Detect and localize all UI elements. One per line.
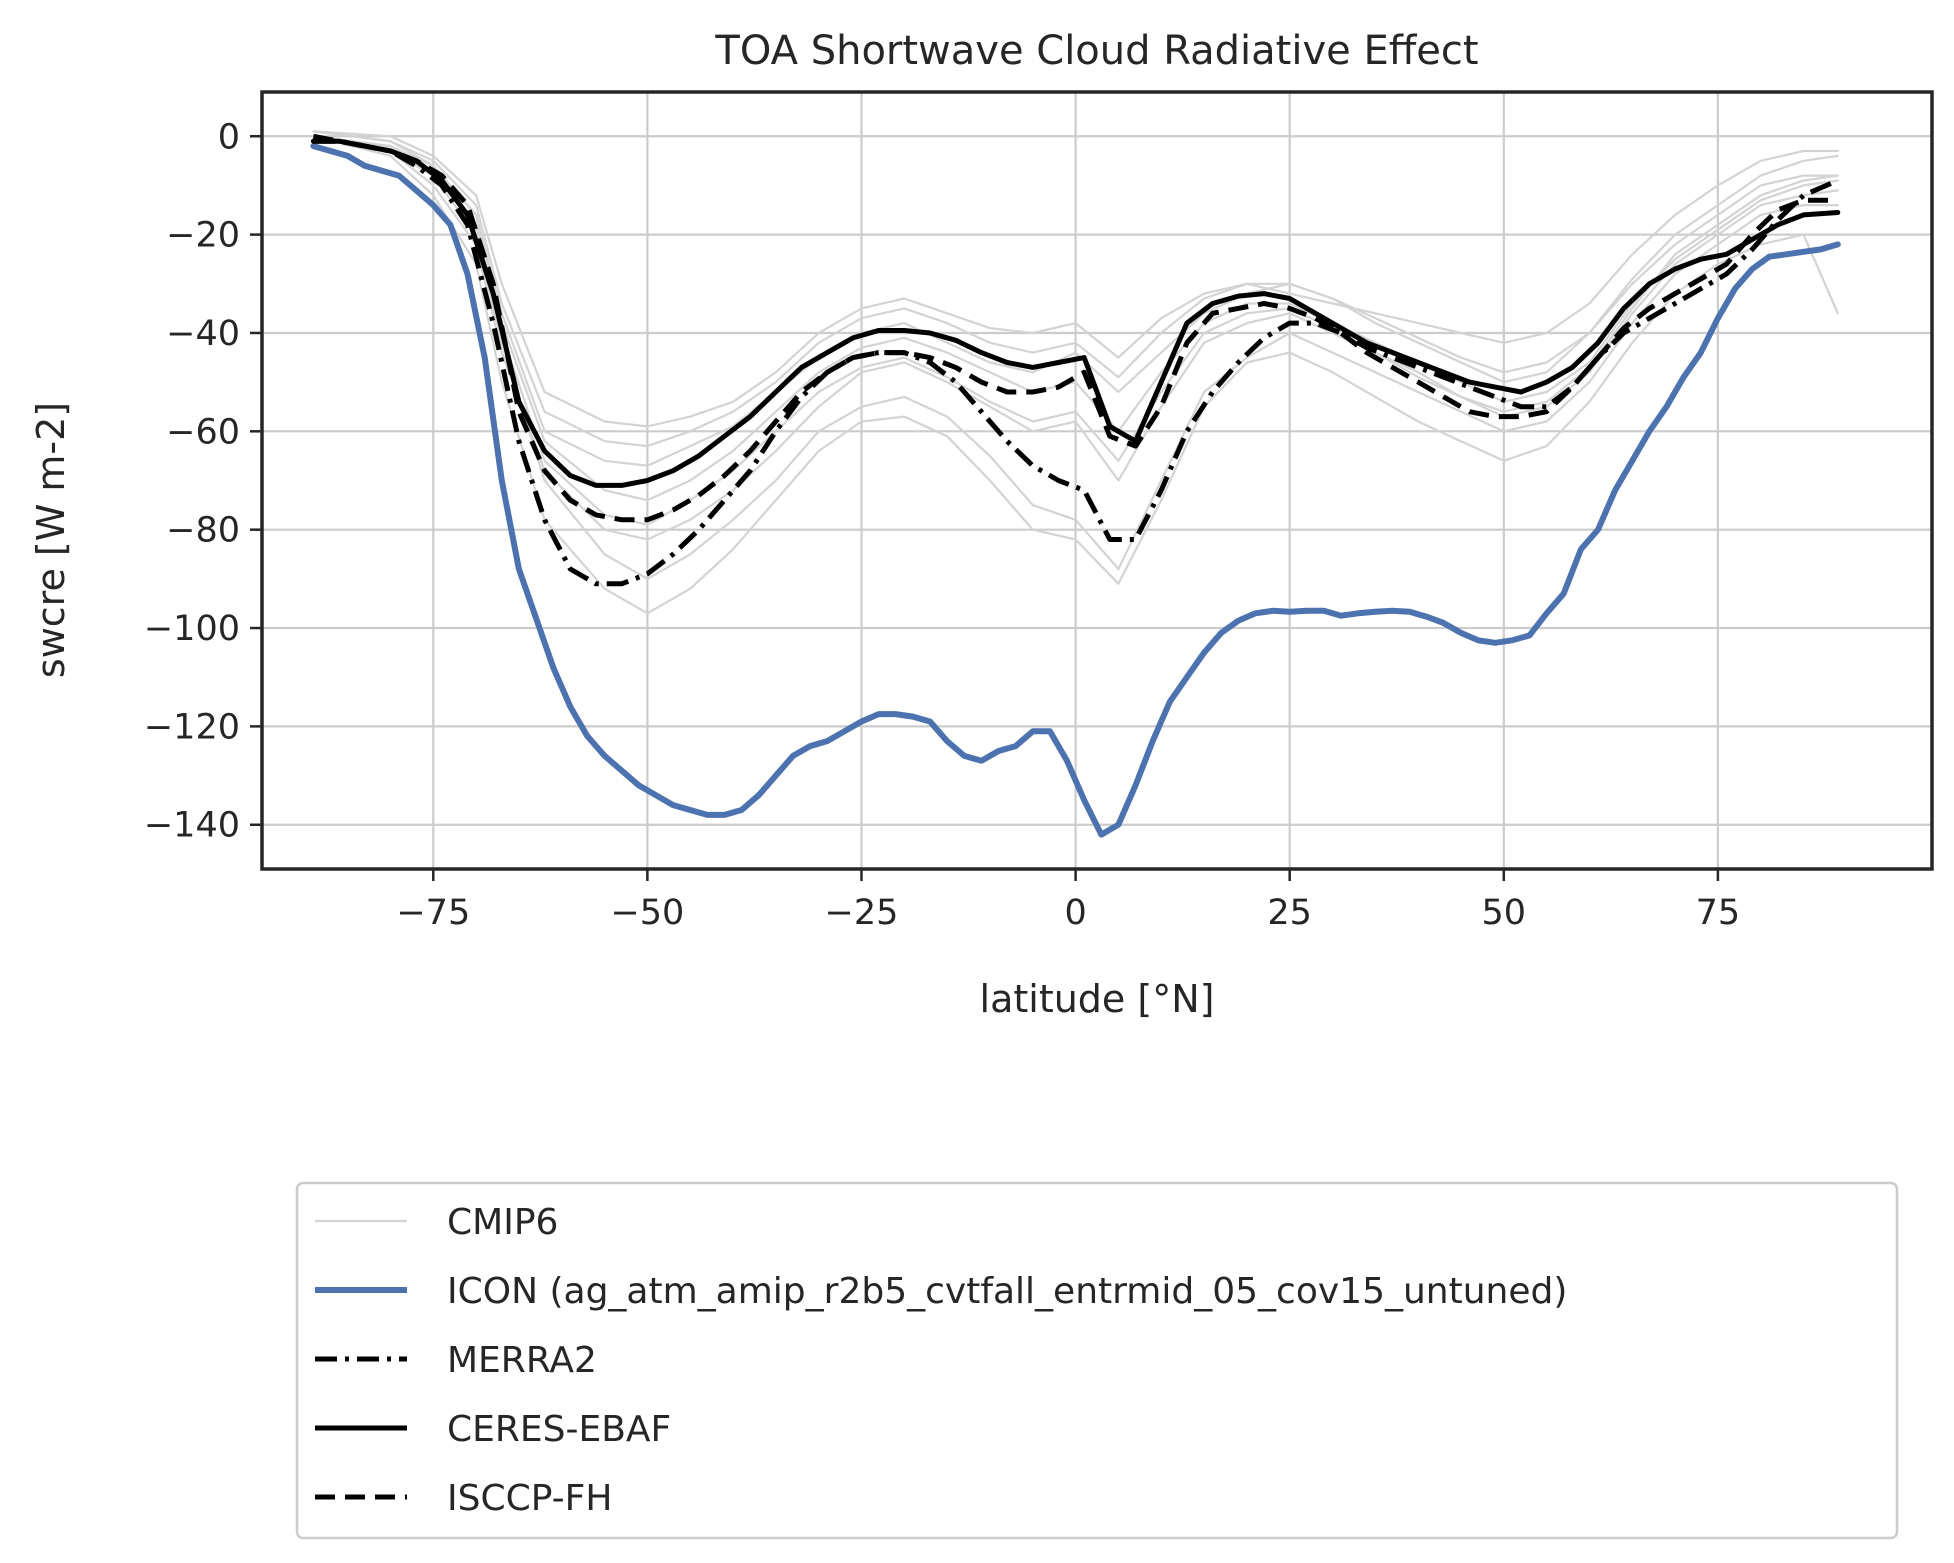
legend-label: CERES-EBAF — [447, 1409, 671, 1450]
y-axis: 0 −20 −40 −60 −80 −100 −120 −140 — [144, 117, 262, 846]
y-axis-label: swcre [W m-2] — [29, 402, 73, 678]
y-tick-label: −100 — [144, 609, 240, 649]
x-tick-label: 25 — [1267, 893, 1312, 933]
series-line-icon — [310, 143, 1841, 838]
legend: CMIP6 ICON (ag_atm_amip_r2b5_cvtfall_entr… — [295, 1181, 1899, 1540]
series-line-cmip6-7 — [312, 130, 1839, 448]
series-line-isccp-fh — [312, 133, 1838, 523]
y-tick-label: 0 — [218, 117, 240, 157]
x-tick-label: −75 — [396, 893, 470, 933]
legend-box — [295, 1181, 1899, 1540]
x-axis: −75 −50 −25 0 25 50 75 — [396, 869, 1740, 933]
y-tick-label: −20 — [166, 216, 240, 256]
series-line-ceres-ebaf — [310, 138, 1841, 488]
legend-label: CMIP6 — [447, 1202, 558, 1243]
x-tick-label: −25 — [825, 893, 899, 933]
legend-label: MERRA2 — [447, 1340, 597, 1381]
x-tick-label: 0 — [1064, 893, 1086, 933]
plot-frame — [260, 90, 1934, 871]
plot-series — [310, 130, 1841, 838]
y-tick-label: −40 — [166, 314, 240, 354]
legend-label: ICON (ag_atm_amip_r2b5_cvtfall_entrmid_0… — [447, 1271, 1567, 1312]
y-tick-label: −120 — [144, 707, 240, 747]
y-tick-label: −140 — [144, 806, 240, 846]
x-axis-label: latitude [°N] — [980, 977, 1215, 1021]
y-tick-label: −80 — [166, 511, 240, 551]
chart-title: TOA Shortwave Cloud Radiative Effect — [714, 28, 1478, 74]
legend-label: ISCCP-FH — [447, 1478, 612, 1519]
x-tick-label: 50 — [1482, 893, 1527, 933]
y-tick-label: −60 — [166, 412, 240, 452]
x-tick-label: −50 — [610, 893, 684, 933]
x-tick-label: 75 — [1696, 893, 1741, 933]
series-line-cmip6-0 — [312, 130, 1839, 428]
series-line-cmip6-5 — [312, 135, 1839, 615]
series-line-cmip6-1 — [312, 135, 1839, 580]
